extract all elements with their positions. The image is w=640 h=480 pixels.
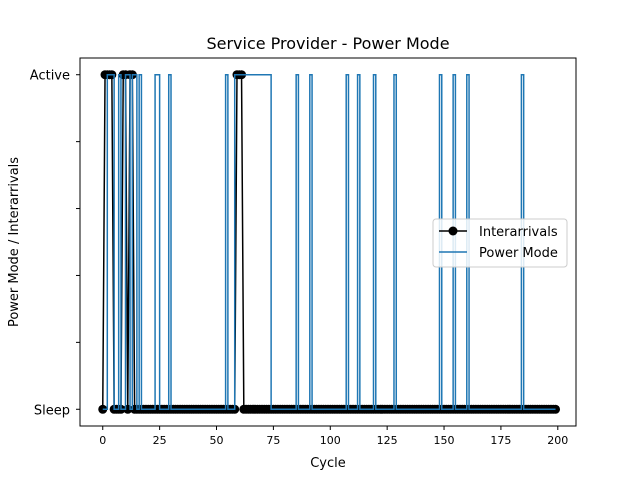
x-tick-label: 175 bbox=[490, 434, 511, 447]
x-tick-label: 100 bbox=[320, 434, 341, 447]
legend-interarrivals-label: Interarrivals bbox=[479, 225, 558, 240]
x-tick-label: 0 bbox=[99, 434, 106, 447]
x-tick-label: 25 bbox=[153, 434, 167, 447]
axes-frame bbox=[79, 57, 577, 427]
legend-interarrivals-marker bbox=[448, 226, 458, 236]
x-axis-label: Cycle bbox=[310, 456, 346, 471]
x-tick-label: 200 bbox=[547, 434, 568, 447]
x-tick-label: 75 bbox=[266, 434, 280, 447]
x-tick-label: 50 bbox=[210, 434, 224, 447]
legend: Interarrivals Power Mode bbox=[432, 218, 568, 268]
y-axis-label: Power Mode / Interarrivals bbox=[7, 157, 22, 327]
chart-title: Service Provider - Power Mode bbox=[206, 34, 449, 53]
y-tick-label: Sleep bbox=[34, 403, 70, 418]
y-tick-label: Active bbox=[30, 69, 70, 84]
legend-power-mode-label: Power Mode bbox=[479, 246, 558, 261]
plot-area bbox=[98, 70, 561, 414]
series-power-mode-line bbox=[102, 73, 556, 411]
x-tick-label: 125 bbox=[377, 434, 398, 447]
axes: 0 25 50 75 100 125 150 175 200 Sleep Active bbox=[30, 57, 577, 447]
x-tick-label: 150 bbox=[434, 434, 455, 447]
